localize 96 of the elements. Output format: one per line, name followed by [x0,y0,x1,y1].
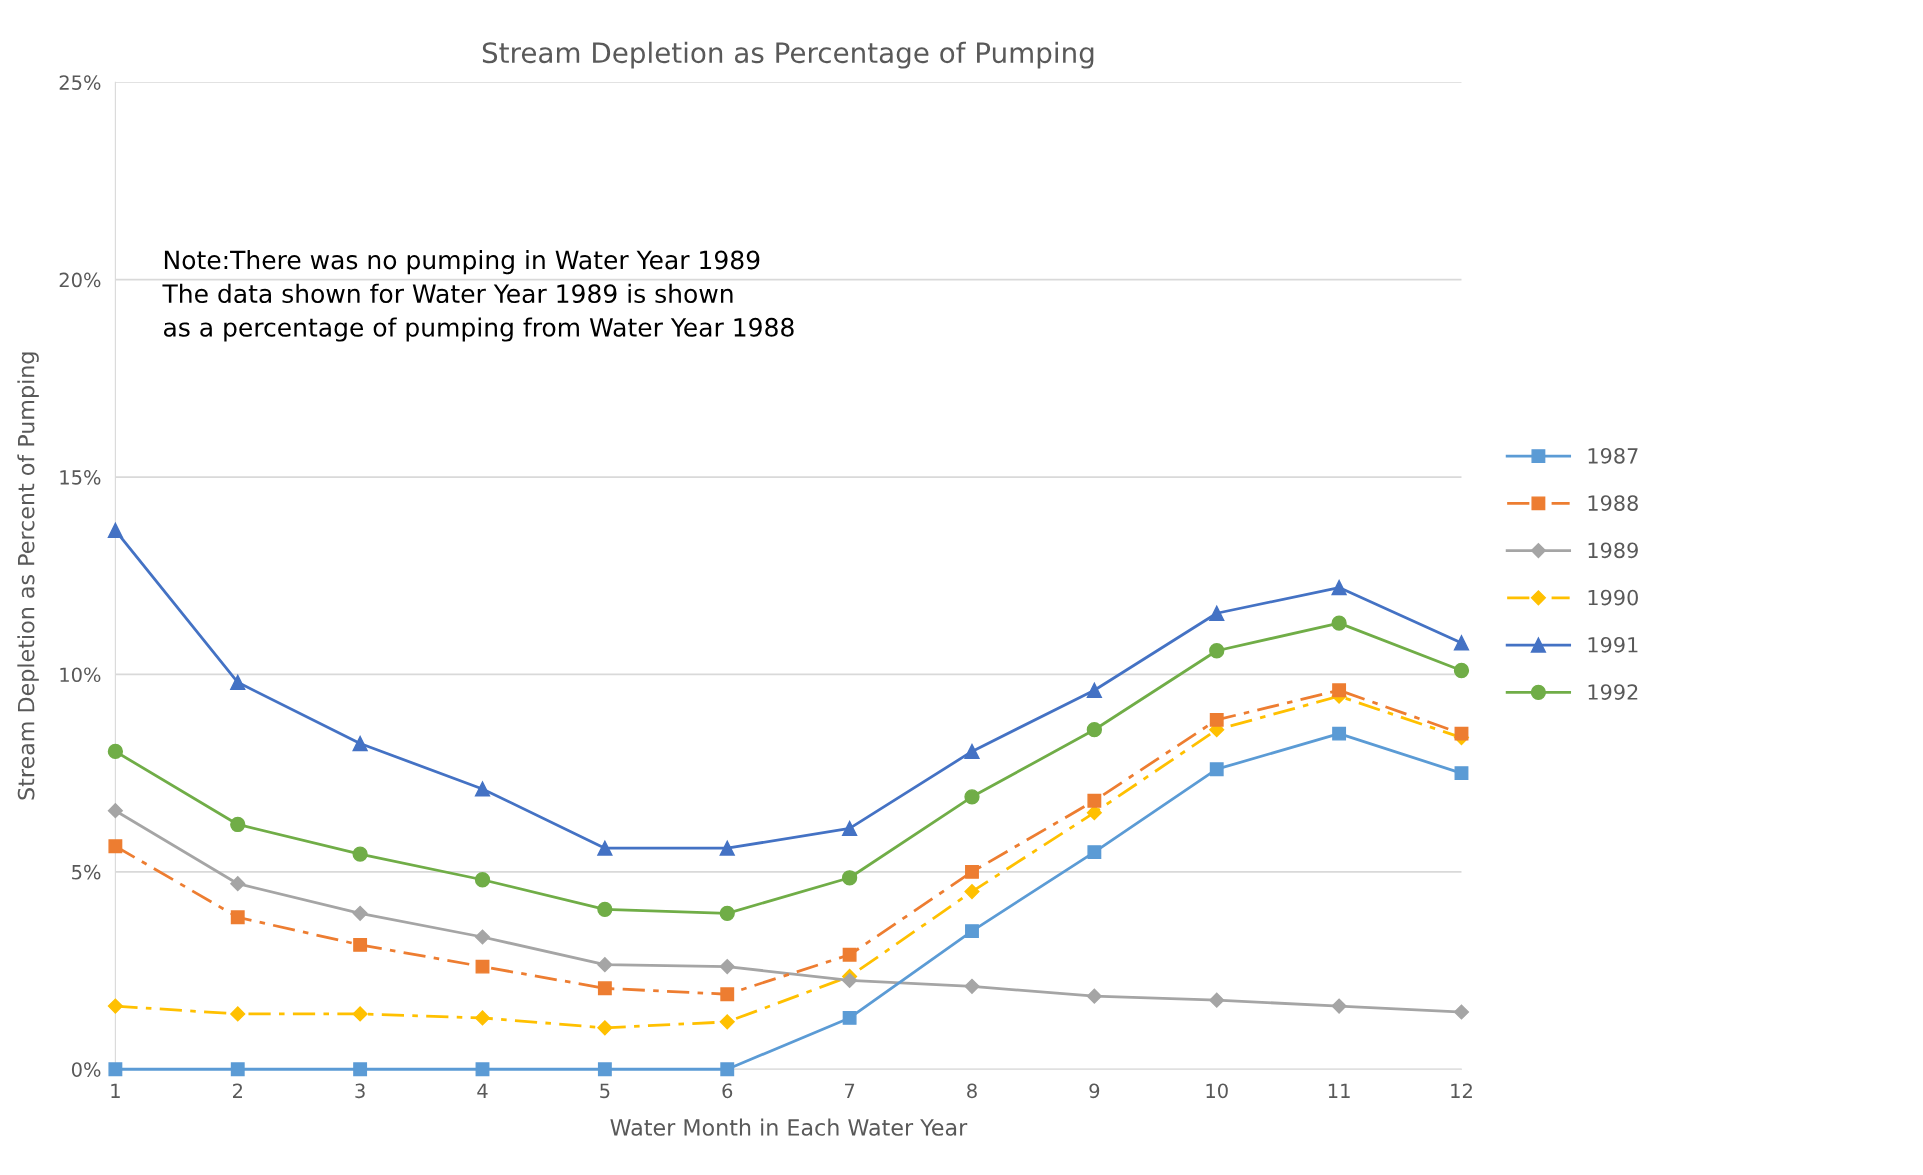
point [720,987,735,1002]
point [1087,845,1102,860]
point [352,905,368,921]
point [353,937,368,952]
legend-label: 1992 [1588,684,1638,700]
x-tick-label: 5 [600,1083,610,1099]
x-axis-title: Water Month in Each Water Year [610,1118,968,1136]
point [107,743,124,760]
point [352,846,368,862]
point [1454,766,1469,781]
point [230,876,246,892]
point [842,1010,857,1025]
point [1086,682,1103,698]
y-tick-label: 10% [60,667,101,683]
legend-label: 1988 [1588,495,1638,511]
point [1331,998,1347,1014]
point [597,840,613,856]
point [1454,726,1469,741]
point [964,789,980,805]
x-tick-label: 10 [1206,1083,1228,1099]
point [108,839,123,854]
x-tick-label: 7 [845,1083,855,1098]
y-axis-title: Stream Depletion as Percent of Pumping [17,352,39,800]
point [719,959,735,975]
point [474,1010,491,1026]
point [964,884,980,900]
point [352,1006,368,1022]
point [1453,1004,1470,1020]
point [1086,988,1102,1004]
x-tick-label: 1 [111,1083,120,1098]
point [597,1020,613,1036]
chart-title: Stream Depletion as Percentage of Pumping [482,41,1094,69]
legend-label: 1991 [1588,636,1638,653]
point [964,978,980,994]
point [230,1062,245,1077]
point [1086,722,1103,738]
point [353,1062,368,1077]
point [475,1062,490,1077]
point [719,1014,735,1030]
legend-label: 1990 [1588,589,1638,606]
point [720,1062,735,1077]
point [597,957,613,973]
y-tick-label: 25% [59,75,101,90]
point [965,864,979,879]
point [475,959,490,974]
point [965,924,979,939]
x-tick-label: 12 [1451,1083,1472,1098]
point [1331,579,1347,596]
y-tick-label: 0% [71,1062,101,1077]
legend-label: 1987 [1588,447,1638,464]
point [597,981,612,996]
point [597,901,613,917]
point [1209,762,1224,777]
point [230,1006,246,1022]
point [108,1062,123,1077]
point [1209,992,1225,1008]
y-tick-label: 5% [72,864,101,880]
point [1331,615,1347,631]
point [474,781,491,797]
point [841,820,858,837]
point [842,947,857,962]
point [230,674,246,690]
point [1332,726,1347,741]
x-tick-label: 11 [1328,1083,1350,1098]
x-tick-label: 6 [722,1083,733,1099]
x-tick-label: 8 [967,1083,977,1099]
point [1453,662,1470,679]
point [1087,793,1102,808]
point [107,998,123,1014]
point [964,743,980,760]
point [352,735,368,752]
point [1209,712,1224,727]
x-tick-label: 3 [355,1083,365,1099]
point [1332,683,1347,698]
point [719,905,735,921]
x-tick-label: 9 [1089,1083,1100,1099]
point [597,1062,612,1077]
point [842,972,858,988]
point [1209,643,1225,659]
y-tick-label: 15% [60,470,101,485]
point [474,872,491,888]
point [1086,805,1102,821]
y-tick-label: 20% [59,272,101,288]
annotation: Note:There was no pumping in Water Year 1989 The data shown for Water Year 1989 is shown as a percentage of pumping from Water Year 1988 [162,250,794,342]
point [474,929,491,945]
x-tick-label: 4 [477,1083,488,1098]
point [841,870,858,886]
point [107,522,124,538]
point [230,910,245,925]
legend-label: 1989 [1588,542,1638,559]
point [1453,635,1470,651]
x-tick-label: 2 [232,1083,242,1098]
point [719,840,735,856]
point [1209,605,1225,621]
point [230,816,246,833]
point [107,803,123,819]
